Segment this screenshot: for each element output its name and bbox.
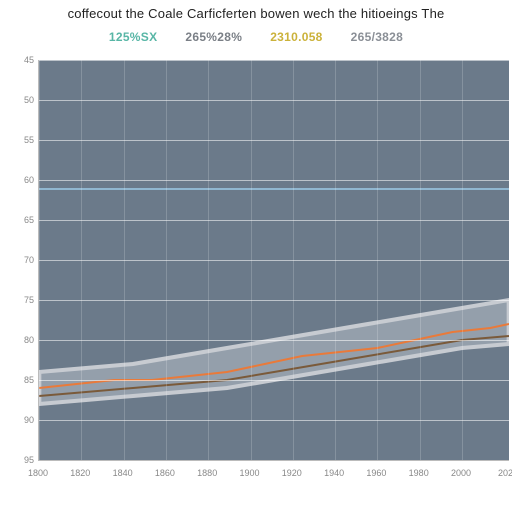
x-tick: 1980 xyxy=(409,468,429,478)
uncertainty-band xyxy=(39,300,509,404)
legend-item-0: 125%SX xyxy=(109,30,158,44)
legend: 125%SX 265%28% 2310.058 265/3828 xyxy=(0,30,512,44)
y-tick: 50 xyxy=(6,95,34,105)
x-tick: 2020 xyxy=(498,468,512,478)
legend-item-1: 265%28% xyxy=(185,30,242,44)
x-tick: 1800 xyxy=(28,468,48,478)
y-tick: 70 xyxy=(6,255,34,265)
y-tick: 80 xyxy=(6,335,34,345)
y-tick: 45 xyxy=(6,55,34,65)
y-tick: 60 xyxy=(6,175,34,185)
y-tick: 75 xyxy=(6,295,34,305)
y-tick: 65 xyxy=(6,215,34,225)
x-tick: 1880 xyxy=(197,468,217,478)
x-tick: 1840 xyxy=(113,468,133,478)
x-tick: 1960 xyxy=(366,468,386,478)
y-tick: 55 xyxy=(6,135,34,145)
x-tick: 1940 xyxy=(324,468,344,478)
plot-area xyxy=(38,60,509,461)
y-tick: 85 xyxy=(6,375,34,385)
legend-item-3: 265/3828 xyxy=(351,30,403,44)
y-tick: 90 xyxy=(6,415,34,425)
legend-item-2: 2310.058 xyxy=(270,30,322,44)
x-tick: 1820 xyxy=(70,468,90,478)
x-tick: 2000 xyxy=(451,468,471,478)
x-tick: 1860 xyxy=(155,468,175,478)
x-tick: 1920 xyxy=(282,468,302,478)
y-tick: 95 xyxy=(6,455,34,465)
x-tick: 1900 xyxy=(239,468,259,478)
chart-title: coffecout the Coale Carficferten bowen w… xyxy=(0,6,512,21)
